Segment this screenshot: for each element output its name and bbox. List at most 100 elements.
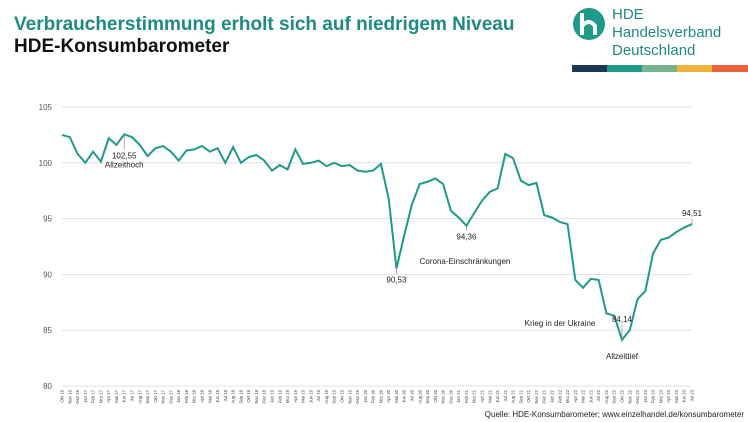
x-tick-label: Jan 20 [363, 389, 368, 403]
color-bar [642, 65, 677, 72]
logo-text: Handelsverband [612, 24, 721, 41]
x-tick-label: Aug 17 [137, 389, 142, 403]
x-tick-label: Mai 18 [207, 389, 212, 403]
x-tick-label: Feb 20 [371, 389, 376, 403]
x-tick-label: Jul 21 [503, 389, 508, 401]
x-tick-label: Dez 22 [635, 389, 640, 403]
data-label: 94,36 [456, 233, 477, 242]
color-bar [572, 65, 607, 72]
x-tick-label: Okt 20 [433, 389, 438, 402]
x-tick-label: Jul 19 [316, 389, 321, 401]
x-tick-label: Jan 21 [456, 389, 461, 403]
x-tick-label: Jul 20 [410, 389, 415, 401]
x-tick-label: Nov 18 [254, 389, 259, 403]
x-tick-label: Mai 22 [581, 389, 586, 403]
x-tick-label: Jan 18 [176, 389, 181, 403]
x-tick-label: Apr 18 [200, 389, 205, 402]
x-tick-label: Feb 21 [464, 389, 469, 403]
x-tick-label: Jun 19 [308, 389, 313, 403]
x-tick-label: Mai 23 [674, 389, 679, 403]
x-tick-label: Mrz 23 [658, 389, 663, 403]
annotation: Krieg in der Ukraine [525, 319, 596, 328]
source: Quelle: HDE-Konsumbarometer; www.einzelh… [485, 410, 745, 419]
x-tick-label: Apr 17 [106, 389, 111, 402]
logo: HDE Handelsverband Deutschland [572, 6, 748, 72]
x-tick-label: Jun 21 [495, 389, 500, 403]
x-tick-label: Feb 23 [651, 389, 656, 403]
x-tick-label: Apr 20 [386, 389, 391, 402]
x-tick-label: Sep 17 [145, 389, 150, 403]
x-tick-label: Feb 18 [184, 389, 189, 403]
x-tick-label: Sep 22 [612, 389, 617, 403]
y-tick-label: 100 [39, 159, 53, 168]
x-tick-label: Jan 19 [270, 389, 275, 403]
data-label: 102,55 [112, 151, 137, 160]
x-tick-label: Mai 19 [301, 389, 306, 403]
x-tick-label: Dez 21 [542, 389, 547, 403]
x-tick-label: Mrz 20 [378, 389, 383, 403]
x-tick-label: Mai 17 [114, 389, 119, 403]
x-tick-label: Sep 21 [518, 389, 523, 403]
x-tick-label: Aug 19 [324, 389, 329, 403]
y-tick-label: 85 [43, 326, 52, 335]
annotation: Allzeithoch [105, 160, 144, 169]
x-tick-label: Okt 16 [60, 389, 65, 402]
x-tick-label: Okt 22 [620, 389, 625, 402]
annotation: Allzeittief [606, 352, 639, 361]
x-tick-label: Mai 20 [394, 389, 399, 403]
x-tick-label: Mrz 18 [192, 389, 197, 403]
x-tick-label: Feb 17 [91, 389, 96, 403]
color-bar [677, 65, 712, 72]
x-tick-label: Sep 19 [332, 389, 337, 403]
x-tick-label: Jun 20 [402, 389, 407, 403]
data-label: 94,51 [682, 209, 703, 218]
x-tick-label: Aug 18 [231, 389, 236, 403]
x-tick-label: Jul 22 [596, 389, 601, 401]
x-tick-label: Dez 19 [355, 389, 360, 403]
x-tick-label: Jun 23 [682, 389, 687, 403]
x-tick-label: Nov 21 [534, 389, 539, 403]
x-tick-label: Jun 22 [588, 389, 593, 403]
x-tick-label: Nov 19 [347, 389, 352, 403]
data-label: 90,53 [386, 275, 407, 284]
x-tick-label: Jan 22 [550, 389, 555, 403]
x-tick-label: Dez 17 [168, 389, 173, 403]
y-tick-label: 90 [43, 270, 52, 279]
logo-text: HDE [612, 6, 644, 23]
x-tick-label: Dez 18 [262, 389, 267, 403]
x-tick-label: Jan 23 [643, 389, 648, 403]
x-tick-label: Feb 19 [277, 389, 282, 403]
x-tick-label: Mrz 19 [285, 389, 290, 403]
x-tick-label: Mrz 22 [565, 389, 570, 403]
data-label: 84,14 [612, 315, 633, 324]
x-tick-label: Jul 17 [130, 389, 135, 401]
x-tick-label: Okt 19 [340, 389, 345, 402]
x-tick-label: Mrz 21 [472, 389, 477, 403]
y-tick-label: 80 [43, 382, 52, 391]
x-tick-label: Sep 20 [425, 389, 430, 403]
x-tick-label: Jan 17 [83, 389, 88, 403]
x-tick-label: Feb 22 [557, 389, 562, 403]
x-tick-label: Jun 18 [215, 389, 220, 403]
y-tick-label: 95 [43, 215, 52, 224]
x-tick-label: Okt 17 [153, 389, 158, 402]
color-bar [607, 65, 642, 72]
x-tick-label: Okt 18 [246, 389, 251, 402]
x-tick-label: Aug 22 [604, 389, 609, 403]
logo-h [580, 13, 597, 35]
x-tick-label: Aug 20 [417, 389, 422, 403]
x-tick-label: Nov 17 [161, 389, 166, 403]
line [61, 133, 693, 342]
x-tick-label: Dez 20 [448, 389, 453, 403]
title: Verbraucherstimmung erholt sich auf nied… [14, 14, 514, 35]
x-tick-label: Apr 21 [480, 389, 485, 402]
x-tick-label: Dez 16 [75, 389, 80, 403]
x-tick-label: Nov 22 [627, 389, 632, 403]
x-tick-label: Mrz 17 [98, 389, 103, 403]
y-tick-label: 105 [39, 103, 53, 112]
x-tick-label: Jun 17 [122, 389, 127, 403]
x-tick-label: Sep 18 [238, 389, 243, 403]
logo-text: Deutschland [612, 42, 695, 59]
